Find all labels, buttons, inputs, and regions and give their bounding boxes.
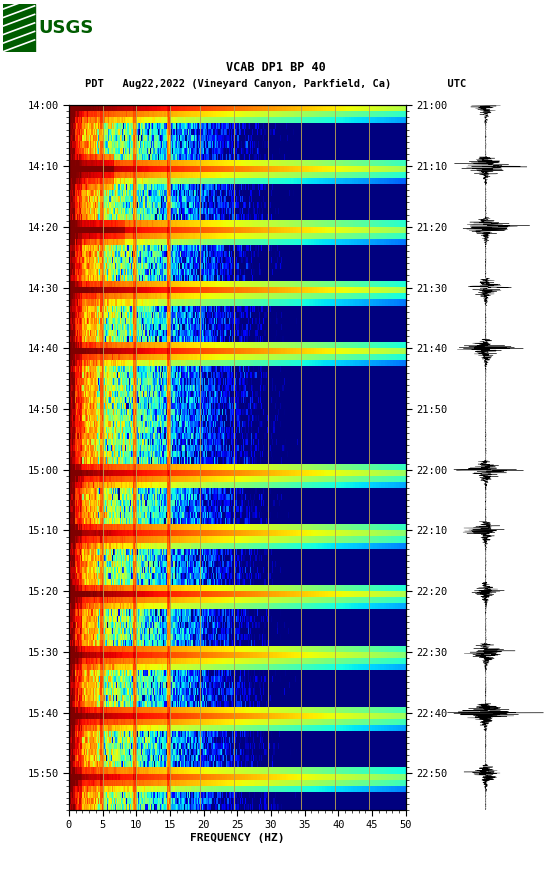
Text: USGS: USGS xyxy=(39,19,94,37)
Bar xyxy=(3,4,35,52)
X-axis label: FREQUENCY (HZ): FREQUENCY (HZ) xyxy=(190,833,285,843)
Text: VCAB DP1 BP 40: VCAB DP1 BP 40 xyxy=(226,62,326,74)
Text: PDT   Aug22,2022 (Vineyard Canyon, Parkfield, Ca)         UTC: PDT Aug22,2022 (Vineyard Canyon, Parkfie… xyxy=(86,78,466,89)
